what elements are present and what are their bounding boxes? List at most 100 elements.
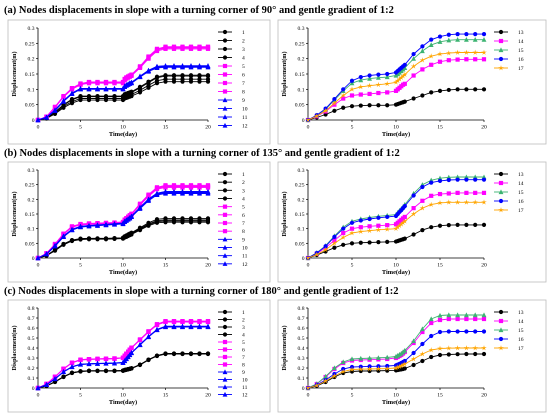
series-point-17 <box>366 82 373 88</box>
series-point-13 <box>376 240 381 245</box>
legend-label-5: 5 <box>242 64 245 70</box>
series-point-17 <box>481 199 487 205</box>
panel-a-title: (a) Nodes displacements in slope with a … <box>4 5 394 16</box>
legend-marker-17 <box>498 345 504 351</box>
y-tick-label: 0.25 <box>25 183 35 189</box>
series-point-15 <box>455 37 460 42</box>
series-point-14 <box>481 190 487 195</box>
legend-label-16: 16 <box>518 57 524 63</box>
series-point-12 <box>120 85 126 91</box>
legend-marker-10 <box>222 244 228 250</box>
series-point-16 <box>385 214 390 220</box>
series-point-15 <box>472 37 478 42</box>
series-point-8 <box>61 366 66 371</box>
series-point-15 <box>411 338 416 344</box>
series-point-8 <box>188 44 194 49</box>
series-point-12 <box>103 85 109 91</box>
series-point-12 <box>137 73 143 79</box>
x-tick-label: 15 <box>437 125 443 131</box>
legend-label-13: 13 <box>518 310 524 316</box>
legend-marker-10 <box>222 105 228 111</box>
series-point-17 <box>393 79 399 85</box>
series-point-12 <box>52 107 58 112</box>
series-point-13 <box>429 90 434 95</box>
y-tick-label: 0.8 <box>28 306 35 312</box>
x-tick-label: 15 <box>437 263 443 269</box>
y-axis-label: Displacement(m) <box>281 51 288 96</box>
legend-marker-8 <box>222 362 228 367</box>
legend-label-15: 15 <box>518 190 524 196</box>
series-point-8 <box>103 79 109 85</box>
series-point-17 <box>331 240 338 246</box>
series-point-17 <box>419 351 426 357</box>
series-point-12 <box>61 233 66 239</box>
y-tick-label: 0.4 <box>28 346 35 352</box>
series-point-15 <box>358 77 364 83</box>
series-point-12 <box>154 326 160 332</box>
series-point-13 <box>473 351 478 357</box>
series-point-8 <box>137 201 143 206</box>
series-point-8 <box>146 54 151 59</box>
series-point-14 <box>429 62 434 67</box>
y-tick-label: 0.4 <box>298 346 305 352</box>
series-point-12 <box>180 323 185 329</box>
panel-b-title: (b) Nodes displacements in slope with a … <box>4 148 400 159</box>
legend-label-12: 12 <box>242 393 248 399</box>
series-point-16 <box>464 32 469 37</box>
series-point-13 <box>385 239 390 244</box>
series-point-12 <box>112 221 117 226</box>
series-point-17 <box>349 366 355 372</box>
series-point-17 <box>384 80 390 87</box>
chart-r2c0: 00.10.20.30.40.50.60.70.80 5 10 15 20Time(da… <box>7 299 271 413</box>
series-point-12 <box>69 90 75 96</box>
series-point-17 <box>463 199 470 205</box>
series-point-16 <box>420 184 425 190</box>
series-point-17 <box>314 113 320 119</box>
series-point-16 <box>358 218 363 223</box>
x-tick-label: 0 <box>307 393 310 399</box>
legend-marker-13 <box>498 29 504 35</box>
legend-label-16: 16 <box>518 199 524 205</box>
series-point-14 <box>420 67 425 72</box>
series-point-12 <box>86 222 92 228</box>
legend-label-6: 6 <box>242 73 245 79</box>
series-point-17 <box>395 77 401 84</box>
series-point-12 <box>188 188 194 194</box>
legend-label-15: 15 <box>518 48 524 54</box>
series-point-14 <box>402 214 407 220</box>
series-point-17 <box>428 201 434 207</box>
legend-marker-4 <box>222 332 228 337</box>
series-point-12 <box>205 323 211 329</box>
legend-label-3: 3 <box>242 325 245 331</box>
series-point-15 <box>420 326 425 332</box>
series-point-17 <box>446 199 452 205</box>
series-point-16 <box>411 350 416 356</box>
series-point-4 <box>137 225 143 230</box>
series-point-12 <box>171 323 177 329</box>
legend-marker-7 <box>222 220 228 226</box>
series-point-15 <box>446 37 452 43</box>
series-point-13 <box>437 352 443 358</box>
x-tick-label: 0 <box>37 125 40 131</box>
series-point-17 <box>393 225 399 232</box>
series-point-4 <box>112 235 117 241</box>
series-point-12 <box>69 364 75 369</box>
series-point-17 <box>340 92 346 98</box>
series-point-13 <box>464 87 469 92</box>
legend-marker-4 <box>222 55 228 60</box>
series-point-4 <box>180 351 185 356</box>
x-tick-label: 10 <box>120 125 126 131</box>
legend-label-3: 3 <box>242 188 245 194</box>
series-point-15 <box>464 37 469 42</box>
series-point-12 <box>69 226 75 232</box>
series-point-4 <box>171 73 177 78</box>
y-tick-label: 0.1 <box>28 376 35 382</box>
y-tick-label: 0.3 <box>28 168 35 174</box>
series-point-8 <box>163 319 168 324</box>
legend-label-10: 10 <box>242 378 248 384</box>
x-tick-label: 5 <box>351 393 354 399</box>
series-point-13 <box>429 225 434 230</box>
series-point-2 <box>205 77 211 82</box>
legend-label-8: 8 <box>242 363 245 369</box>
series-point-17 <box>358 228 364 234</box>
